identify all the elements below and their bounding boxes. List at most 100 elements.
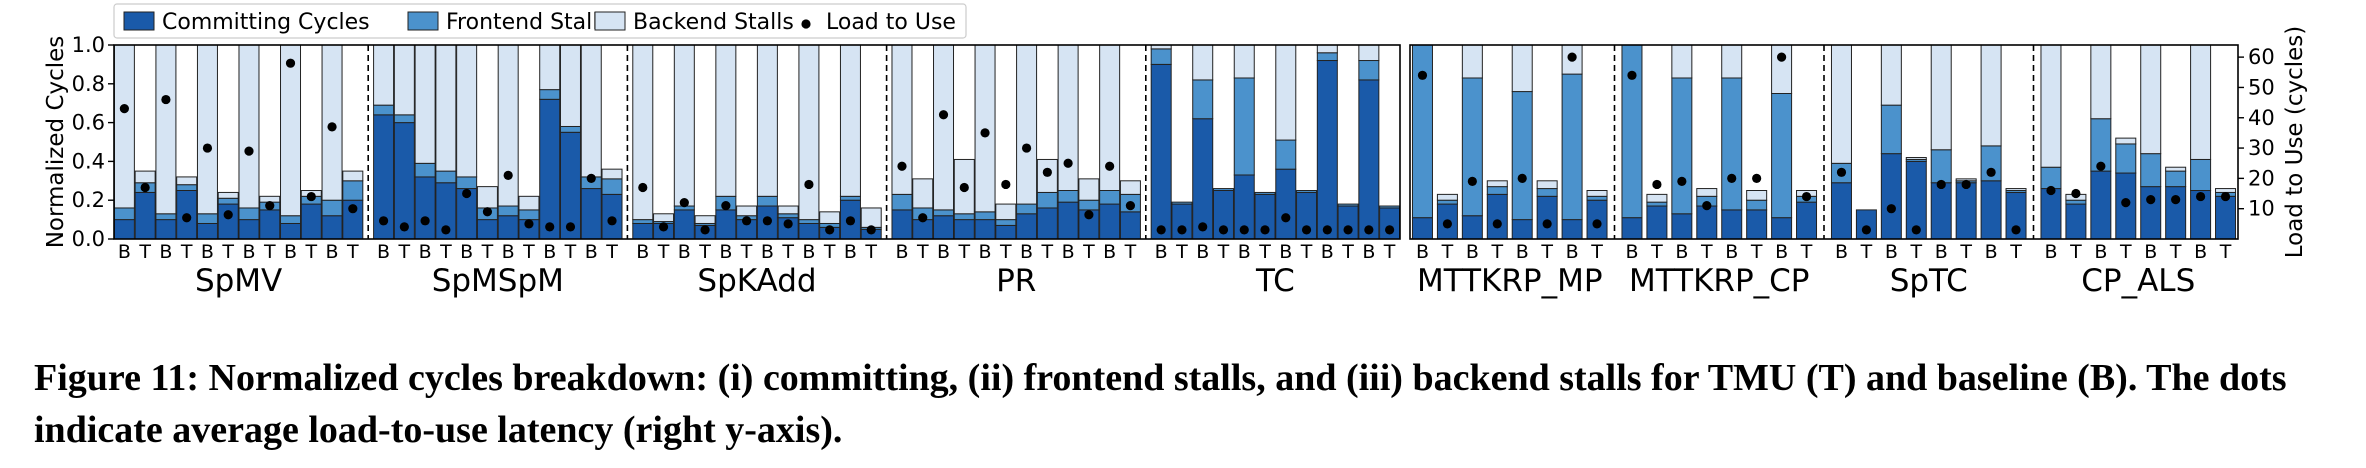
committing-segment bbox=[1721, 209, 1743, 240]
group-label: CP_ALS bbox=[2081, 263, 2195, 299]
bar-label: T bbox=[864, 241, 877, 263]
bar-spmspm-10: B bbox=[580, 44, 602, 263]
committing-segment bbox=[2065, 203, 2087, 240]
load-to-use-dot bbox=[2011, 225, 2021, 235]
backend-segment bbox=[2165, 166, 2187, 172]
legend-box bbox=[113, 3, 967, 39]
load-to-use-dot bbox=[399, 222, 409, 232]
load-to-use-dot bbox=[721, 201, 731, 211]
frontend-segment bbox=[1171, 201, 1193, 205]
bar-spkadd-7: T bbox=[777, 205, 799, 263]
frontend-segment bbox=[798, 219, 820, 224]
frontend-segment bbox=[1561, 73, 1583, 221]
bar-spmv-2: B bbox=[155, 44, 177, 263]
backend-segment bbox=[860, 207, 882, 228]
bar-tc-3: T bbox=[1212, 188, 1234, 263]
committing-segment bbox=[1621, 217, 1643, 240]
bar-spkadd-4: B bbox=[715, 44, 737, 263]
bar-label: T bbox=[1300, 241, 1313, 263]
bar-mttkrp_cp-5: T bbox=[1746, 173, 1768, 263]
backend-segment bbox=[2090, 44, 2112, 120]
load-to-use-dot bbox=[327, 122, 337, 132]
bar-label: B bbox=[1416, 241, 1429, 263]
backend-segment bbox=[238, 44, 260, 209]
bar-spmspm-7: T bbox=[518, 195, 540, 263]
committing-segment bbox=[1099, 203, 1121, 240]
bar-label: B bbox=[1725, 241, 1738, 263]
backend-segment bbox=[1536, 180, 1558, 190]
load-to-use-dot bbox=[700, 225, 710, 235]
backend-segment bbox=[756, 44, 778, 197]
bar-mttkrp_mp-0: B bbox=[1411, 44, 1433, 263]
y2-tick-label: 40 bbox=[2248, 106, 2275, 130]
load-to-use-dot bbox=[742, 216, 752, 226]
committing-segment bbox=[933, 215, 955, 240]
load-to-use-dot bbox=[1417, 70, 1428, 80]
bar-label: B bbox=[201, 241, 214, 263]
bar-label: B bbox=[2044, 241, 2057, 263]
legend-swatch bbox=[594, 11, 626, 31]
committing-segment bbox=[974, 219, 996, 240]
committing-segment bbox=[798, 222, 820, 240]
load-to-use-dot bbox=[119, 104, 129, 114]
load-to-use-dot bbox=[1727, 173, 1737, 183]
frontend-segment bbox=[1233, 77, 1255, 176]
group-label: SpMSpM bbox=[432, 263, 564, 299]
load-to-use-dot bbox=[441, 225, 451, 235]
committing-segment bbox=[497, 215, 519, 240]
bar-tc-0: B bbox=[1150, 44, 1172, 263]
committing-segment bbox=[953, 219, 975, 240]
bar-mttkrp_mp-2: B bbox=[1461, 44, 1483, 263]
bar-spmspm-3: T bbox=[435, 44, 457, 263]
frontend-segment bbox=[1586, 195, 1608, 201]
frontend-segment bbox=[1771, 93, 1793, 219]
bar-spkadd-11: T bbox=[860, 207, 882, 263]
bar-pr-1: T bbox=[912, 178, 934, 263]
legend-label: Frontend Stalls bbox=[446, 10, 610, 35]
bar-label: B bbox=[326, 241, 339, 263]
bar-pr-11: T bbox=[1119, 180, 1141, 263]
load-to-use-dot bbox=[2046, 185, 2056, 196]
backend-segment bbox=[839, 44, 861, 197]
load-to-use-dot bbox=[897, 161, 907, 171]
committing-segment bbox=[1796, 201, 1818, 240]
committing-segment bbox=[300, 203, 322, 240]
committing-segment bbox=[155, 219, 177, 240]
bar-mttkrp_mp-3: T bbox=[1486, 180, 1508, 263]
bar-mttkrp_mp-6: B bbox=[1561, 44, 1583, 263]
committing-segment bbox=[632, 222, 654, 240]
committing-segment bbox=[1119, 211, 1141, 240]
bar-spkadd-1: T bbox=[653, 213, 675, 263]
bar-spmspm-9: T bbox=[559, 44, 581, 263]
load-to-use-dot bbox=[348, 204, 358, 214]
frontend-segment bbox=[1296, 190, 1318, 193]
frontend-segment bbox=[1057, 190, 1079, 203]
frontend-segment bbox=[113, 207, 135, 221]
frontend-segment bbox=[559, 125, 581, 133]
bar-label: B bbox=[1103, 241, 1116, 263]
backend-segment bbox=[1980, 44, 2002, 147]
bar-label: B bbox=[377, 241, 390, 263]
bar-tc-1: T bbox=[1171, 201, 1193, 263]
legend-label: Load to Use bbox=[826, 10, 956, 35]
frontend-segment bbox=[1746, 199, 1768, 211]
backend-segment bbox=[715, 44, 737, 197]
committing-segment bbox=[1561, 219, 1583, 240]
backend-segment bbox=[673, 44, 695, 207]
bar-tc-4: B bbox=[1233, 44, 1255, 263]
bar-spkadd-9: T bbox=[819, 211, 841, 263]
backend-segment bbox=[456, 44, 478, 178]
bar-spmv-9: T bbox=[300, 190, 322, 263]
legend-item: Backend Stalls bbox=[594, 10, 794, 35]
load-to-use-dot bbox=[804, 179, 814, 190]
frontend-segment bbox=[1511, 91, 1533, 221]
bar-label: B bbox=[678, 241, 691, 263]
committing-segment bbox=[393, 122, 415, 240]
bar-label: T bbox=[2169, 241, 2182, 263]
load-to-use-dot bbox=[1627, 70, 1637, 80]
frontend-segment bbox=[2040, 166, 2062, 190]
frontend-segment bbox=[1212, 188, 1234, 191]
frontend-segment bbox=[2115, 143, 2137, 174]
committing-segment bbox=[891, 209, 913, 240]
